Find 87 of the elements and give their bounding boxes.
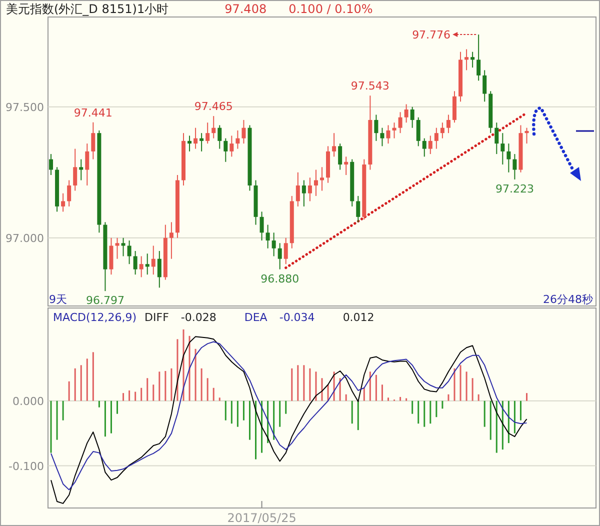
candlestick <box>494 122 499 155</box>
candlestick <box>224 138 228 162</box>
candlestick <box>392 122 396 139</box>
annotation: 97.543 <box>350 80 390 93</box>
candlestick <box>121 237 126 257</box>
annotation: 97.441 <box>74 106 112 120</box>
candlestick <box>242 119 246 144</box>
candlestick <box>470 51 475 68</box>
candlestick <box>188 135 192 152</box>
annotation: 0.012 <box>342 311 374 324</box>
candlestick <box>73 148 78 192</box>
candlestick <box>482 70 487 102</box>
candlestick <box>386 124 390 144</box>
candlestick <box>85 143 90 186</box>
candlestick <box>133 250 138 276</box>
candlestick <box>49 154 54 176</box>
candlestick <box>374 114 378 142</box>
candlestick <box>422 138 426 158</box>
y-tick-label: 97.500 <box>6 100 44 114</box>
candlestick <box>434 127 438 150</box>
chart-title: MACD(12,26,9) <box>53 311 137 324</box>
candlestick <box>398 112 402 134</box>
candlestick <box>284 237 288 265</box>
text: DEA <box>244 311 268 324</box>
candlestick <box>344 156 348 176</box>
candlestick <box>200 132 204 152</box>
text: 0.100 / 0.10% <box>288 2 373 16</box>
candlestick <box>79 158 84 181</box>
candlestick <box>356 195 360 223</box>
text: 97.408 <box>224 2 267 16</box>
candlestick <box>338 143 342 170</box>
candlestick <box>410 106 414 128</box>
candlestick <box>452 90 456 124</box>
text: 26分48秒 <box>543 293 593 306</box>
candlestick <box>260 211 264 241</box>
candlestick <box>428 135 432 155</box>
candlestick <box>278 242 282 270</box>
annotation: 97.465 <box>194 100 233 114</box>
candlestick <box>127 240 132 265</box>
candlestick <box>61 192 66 212</box>
candlestick <box>476 34 481 82</box>
candlestick <box>446 114 450 134</box>
candlestick <box>440 122 444 139</box>
candlestick <box>169 222 174 260</box>
x-tick-label: 2017/05/25 <box>227 511 296 525</box>
candlestick <box>512 154 517 180</box>
candlestick <box>380 127 384 147</box>
candlestick <box>145 253 150 276</box>
candlestick <box>151 245 156 276</box>
candlestick <box>272 232 276 257</box>
candlestick <box>91 122 96 160</box>
candlestick <box>464 48 469 71</box>
annotation: 97.776 <box>412 28 451 42</box>
candlestick <box>206 122 210 144</box>
candlestick <box>302 180 306 207</box>
candlestick <box>236 130 240 150</box>
candlestick <box>308 177 312 202</box>
candlestick <box>157 250 162 288</box>
candlestick <box>500 132 505 166</box>
text: DIFF <box>144 311 169 324</box>
candlestick <box>266 224 270 249</box>
candlestick <box>314 169 318 196</box>
candlestick <box>67 180 72 207</box>
candlestick <box>296 172 300 207</box>
chart-title: 美元指数(外汇_D 8151)1小时 <box>6 2 169 16</box>
candlestick <box>320 166 324 192</box>
y-tick-label: 0.000 <box>12 394 44 408</box>
annotation: -0.028 <box>180 311 216 324</box>
annotation: 96.880 <box>260 272 300 286</box>
candlestick <box>109 237 114 276</box>
candlestick <box>416 116 420 147</box>
annotation: -0.034 <box>279 311 315 324</box>
candlestick <box>194 127 198 150</box>
candlestick <box>524 127 529 144</box>
candlestick <box>506 143 511 173</box>
candlestick <box>404 104 408 124</box>
annotation: 97.223 <box>495 182 534 196</box>
y-tick-label: 97.000 <box>6 232 44 245</box>
candlestick <box>212 116 216 139</box>
annotation: 9天 <box>49 293 67 306</box>
annotation: 96.797 <box>86 294 124 308</box>
candlestick <box>230 135 234 158</box>
candlestick <box>115 237 120 260</box>
candlestick <box>332 132 336 158</box>
y-tick-label: -0.100 <box>8 460 44 473</box>
candlestick <box>218 124 222 150</box>
candlestick <box>139 256 144 278</box>
